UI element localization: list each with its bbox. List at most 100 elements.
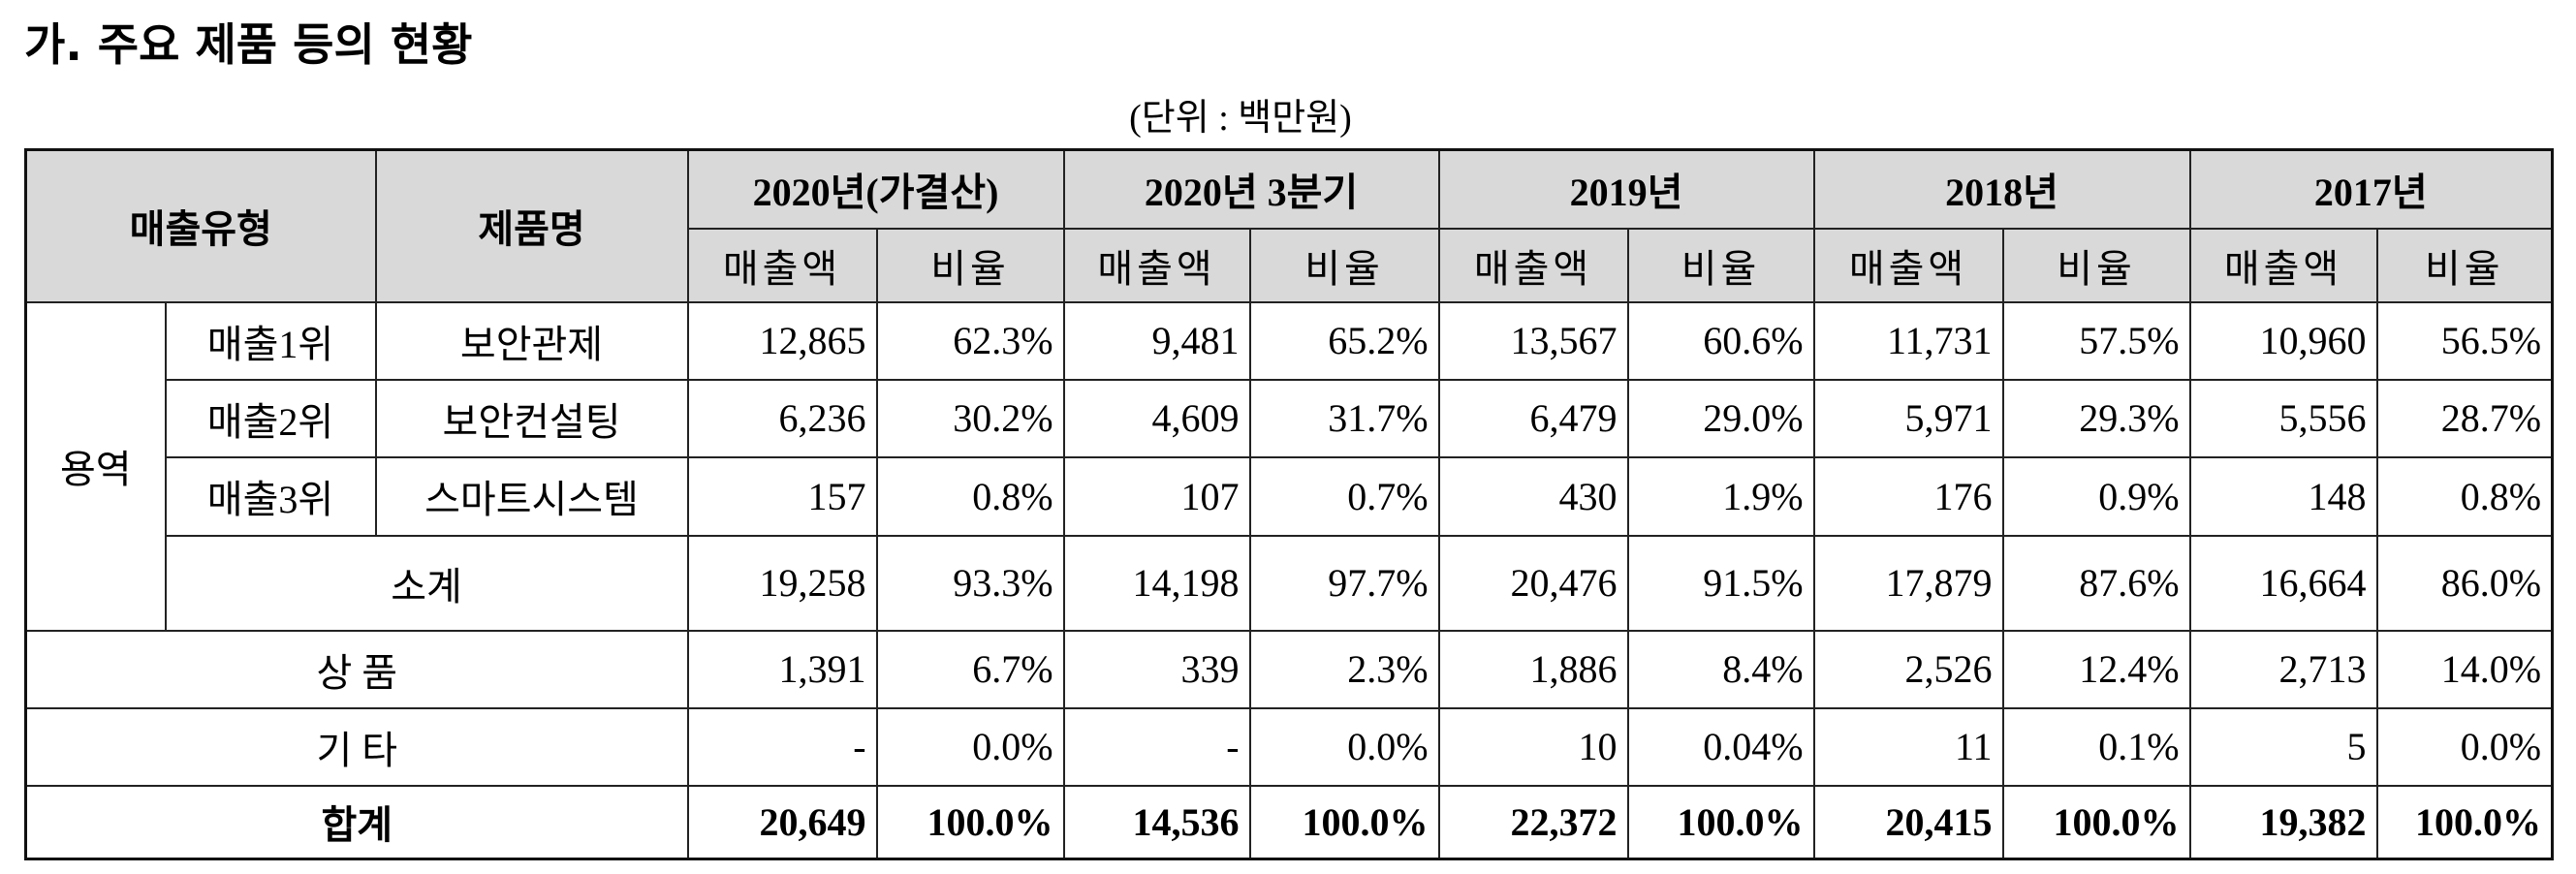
value-cell: 100.0% (2375, 784, 2554, 860)
value-cell: 107 (1062, 455, 1251, 537)
value-cell: 1,886 (1437, 629, 1629, 709)
value-cell: 6.7% (875, 629, 1065, 709)
period-header: 2020년(가결산) (686, 148, 1065, 230)
period-header: 2018년 (1812, 148, 2191, 230)
value-cell: 8.4% (1626, 629, 1815, 709)
product-cell: 상 품 (24, 629, 689, 709)
value-cell: 93.3% (875, 534, 1065, 632)
value-cell: 57.5% (2001, 300, 2191, 381)
value-cell: 19,382 (2188, 784, 2378, 860)
value-cell: 0.8% (875, 455, 1065, 537)
value-cell: 16,664 (2188, 534, 2378, 632)
value-cell: 2,526 (1812, 629, 2004, 709)
value-cell: 22,372 (1437, 784, 1629, 860)
value-cell: 0.04% (1626, 706, 1815, 787)
header-cell: 제품명 (374, 148, 689, 303)
value-cell: 14,198 (1062, 534, 1251, 632)
value-cell: 28.7% (2375, 378, 2554, 458)
value-cell: 30.2% (875, 378, 1065, 458)
value-cell: 0.0% (875, 706, 1065, 787)
table-row: 소계 19,258 93.3% 14,198 97.7% 20,476 91.5% 17,87… (26, 534, 2554, 632)
value-cell: 60.6% (1626, 300, 1815, 381)
value-cell: 0.7% (1248, 455, 1440, 537)
value-cell: 6,236 (686, 378, 878, 458)
sub-header: 비율 (1626, 227, 1815, 303)
value-cell: 339 (1062, 629, 1251, 709)
header-cell: 매출유형 (24, 148, 377, 303)
value-cell: 29.3% (2001, 378, 2191, 458)
value-cell: 87.6% (2001, 534, 2191, 632)
value-cell: 31.7% (1248, 378, 1440, 458)
value-cell: 6,479 (1437, 378, 1629, 458)
value-cell: 5,556 (2188, 378, 2378, 458)
value-cell: 430 (1437, 455, 1629, 537)
product-cell: 보안관제 (374, 300, 689, 381)
period-header: 2019년 (1437, 148, 1815, 230)
value-cell: 17,879 (1812, 534, 2004, 632)
value-cell: 4,609 (1062, 378, 1251, 458)
value-cell: - (686, 706, 878, 787)
table-row: 매출액 비율 매출액 비율 매출액 비율 매출액 비율 매출액 비율 (26, 227, 2554, 303)
value-cell: 56.5% (2375, 300, 2554, 381)
table-row: 기 타 -0.0% -0.0% 10 0.04% 11 0.1% 5 0.0% (24, 706, 2554, 787)
value-cell: 13,567 (1437, 300, 1629, 381)
sub-header: 매출액 (1062, 227, 1251, 303)
value-cell: 148 (2188, 455, 2378, 537)
value-cell: 65.2% (1248, 300, 1440, 381)
sub-header: 매출액 (686, 227, 878, 303)
sub-header: 비율 (2375, 227, 2554, 303)
value-cell: 86.0% (2375, 534, 2554, 632)
value-cell: 11,731 (1812, 300, 2004, 381)
value-cell: 29.0% (1626, 378, 1815, 458)
sub-header: 매출액 (2188, 227, 2378, 303)
value-cell: 1,391 (686, 629, 878, 709)
value-cell: 10 (1437, 706, 1629, 787)
value-cell: 20,415 (1812, 784, 2004, 860)
value-cell: 91.5% (1626, 534, 1815, 632)
value-cell: 20,649 (686, 784, 878, 860)
product-cell: 스마트시스템 (374, 455, 689, 537)
value-cell: 14.0% (2375, 629, 2554, 709)
value-cell: 9,481 (1062, 300, 1251, 381)
table-row: 합계 20,649 100.0% 14,536 100.0% 22,372 100.0% 20… (24, 784, 2554, 860)
period-header: 2017년 (2188, 148, 2554, 230)
value-cell: 176 (1812, 455, 2004, 537)
value-cell: 19,258 (686, 534, 878, 632)
product-cell: 보안컨설팅 (374, 378, 689, 458)
section-title: 가. 주요 제품 등의 현황 (24, 18, 473, 71)
value-cell: 20,476 (1437, 534, 1629, 632)
value-cell: 100.0% (2001, 784, 2191, 860)
unit-note: (단위 : 백만원) (1129, 98, 1352, 139)
table-row: 매출유형 제품명 2020년(가결산) 2020년 3분기 2019년 2018년 2017… (24, 148, 2554, 303)
rank-cell: 매출3위 (164, 455, 377, 537)
table-row: 용역 매출1위 보안관제 12,865 62.3% 9,481 65.2% 13,567 60.… (24, 300, 2554, 632)
value-cell: 14,536 (1062, 784, 1251, 860)
value-cell: 100.0% (1626, 784, 1815, 860)
value-cell: 157 (686, 455, 878, 537)
sub-header: 비율 (1248, 227, 1440, 303)
value-cell: 0.1% (2001, 706, 2191, 787)
value-cell: - (1062, 706, 1251, 787)
table-row: 상 품 1,391 6.7% 339 2.3% 1,886 8.4% 2,526 12.4% 2,… (24, 629, 2554, 709)
sub-header: 매출액 (1437, 227, 1629, 303)
value-cell: 1.9% (1626, 455, 1815, 537)
product-cell: 소계 (164, 534, 689, 632)
value-cell: 100.0% (875, 784, 1065, 860)
rank-cell: 매출2위 (164, 378, 377, 458)
value-cell: 0.9% (2001, 455, 2191, 537)
sub-header: 매출액 (1812, 227, 2004, 303)
product-cell: 기 타 (24, 706, 689, 787)
value-cell: 5 (2188, 706, 2378, 787)
value-cell: 62.3% (875, 300, 1065, 381)
value-cell: 10,960 (2188, 300, 2378, 381)
product-cell: 합계 (24, 784, 689, 860)
rank-cell: 매출1위 (164, 300, 377, 381)
sub-header: 비율 (875, 227, 1065, 303)
value-cell: 100.0% (1248, 784, 1440, 860)
value-cell: 0.0% (1248, 706, 1440, 787)
value-cell: 97.7% (1248, 534, 1440, 632)
table-row: 매출3위 스마트시스템 157 0.8% 107 0.7% 430 1.9% 176 0.9% 14… (26, 455, 2554, 537)
sub-header: 비율 (2001, 227, 2191, 303)
group-cell: 용역 (24, 300, 167, 632)
